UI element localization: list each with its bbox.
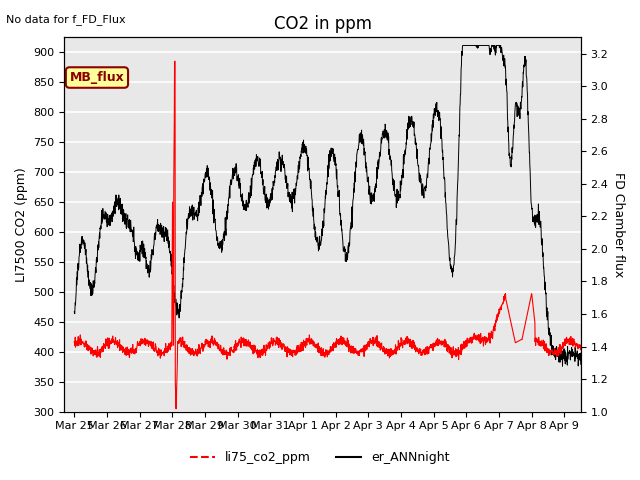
li75_co2_ppm xyxy=(563,335,570,340)
li75_co2_ppm xyxy=(577,345,584,351)
er_ANNnight xyxy=(559,363,566,369)
er_ANNnight xyxy=(303,153,311,158)
li75_co2_ppm xyxy=(563,337,570,343)
er_ANNnight xyxy=(577,361,584,367)
Line: er_ANNnight: er_ANNnight xyxy=(74,46,580,366)
Text: MB_flux: MB_flux xyxy=(70,71,124,84)
er_ANNnight xyxy=(470,43,477,48)
Legend: li75_co2_ppm, er_ANNnight: li75_co2_ppm, er_ANNnight xyxy=(186,446,454,469)
li75_co2_ppm xyxy=(304,337,312,343)
er_ANNnight xyxy=(317,242,324,248)
Y-axis label: LI7500 CO2 (ppm): LI7500 CO2 (ppm) xyxy=(15,167,28,282)
li75_co2_ppm xyxy=(317,353,325,359)
er_ANNnight xyxy=(563,358,570,363)
er_ANNnight xyxy=(96,225,104,231)
er_ANNnight xyxy=(563,359,570,365)
Y-axis label: FD Chamber flux: FD Chamber flux xyxy=(612,172,625,277)
Title: CO2 in ppm: CO2 in ppm xyxy=(273,15,372,33)
li75_co2_ppm xyxy=(96,350,104,356)
li75_co2_ppm xyxy=(171,59,179,64)
Text: No data for f_FD_Flux: No data for f_FD_Flux xyxy=(6,14,126,25)
li75_co2_ppm xyxy=(470,336,477,341)
Line: li75_co2_ppm: li75_co2_ppm xyxy=(74,61,580,408)
er_ANNnight xyxy=(70,309,78,315)
li75_co2_ppm xyxy=(70,339,78,345)
li75_co2_ppm xyxy=(172,406,180,411)
er_ANNnight xyxy=(459,43,467,48)
